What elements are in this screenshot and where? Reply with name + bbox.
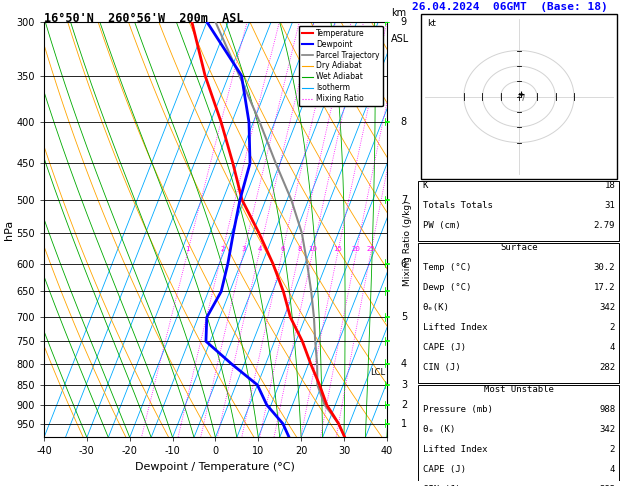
Text: CIN (J): CIN (J) — [423, 485, 460, 486]
Text: 342: 342 — [599, 303, 615, 312]
Text: 20: 20 — [352, 246, 361, 252]
Text: Mixing Ratio (g/kg): Mixing Ratio (g/kg) — [403, 200, 412, 286]
Text: 17.2: 17.2 — [594, 283, 615, 292]
Text: 16°50'N  260°56'W  200m  ASL: 16°50'N 260°56'W 200m ASL — [44, 12, 243, 25]
Text: 4: 4 — [257, 246, 262, 252]
Bar — [418, 385, 620, 486]
Text: 1: 1 — [401, 419, 407, 429]
Text: 2.79: 2.79 — [594, 221, 615, 230]
Text: LCL: LCL — [370, 368, 386, 377]
Text: 8: 8 — [297, 246, 301, 252]
Text: Most Unstable: Most Unstable — [484, 385, 554, 394]
Text: Lifted Index: Lifted Index — [423, 445, 487, 454]
Text: PW (cm): PW (cm) — [423, 221, 460, 230]
Text: 10: 10 — [308, 246, 317, 252]
Text: Totals Totals: Totals Totals — [423, 201, 493, 210]
Text: 6: 6 — [401, 259, 407, 269]
Text: CAPE (J): CAPE (J) — [423, 343, 465, 352]
Bar — [418, 243, 620, 383]
Text: 4: 4 — [610, 465, 615, 474]
Text: km: km — [391, 8, 406, 17]
Text: Dewp (°C): Dewp (°C) — [423, 283, 471, 292]
Text: CAPE (J): CAPE (J) — [423, 465, 465, 474]
Text: Lifted Index: Lifted Index — [423, 323, 487, 332]
Bar — [418, 181, 620, 241]
Legend: Temperature, Dewpoint, Parcel Trajectory, Dry Adiabat, Wet Adiabat, Isotherm, Mi: Temperature, Dewpoint, Parcel Trajectory… — [299, 26, 383, 106]
Text: CIN (J): CIN (J) — [423, 363, 460, 372]
Text: 2: 2 — [610, 323, 615, 332]
Text: 2: 2 — [610, 445, 615, 454]
Text: θₑ (K): θₑ (K) — [423, 425, 455, 434]
Text: 342: 342 — [599, 425, 615, 434]
Text: Temp (°C): Temp (°C) — [423, 263, 471, 272]
X-axis label: Dewpoint / Temperature (°C): Dewpoint / Temperature (°C) — [135, 462, 296, 472]
Text: 3: 3 — [401, 380, 407, 390]
Text: 4: 4 — [401, 359, 407, 369]
Text: 282: 282 — [599, 485, 615, 486]
Text: 3: 3 — [242, 246, 246, 252]
Text: K: K — [423, 181, 428, 190]
Text: Surface: Surface — [500, 243, 538, 252]
Text: 7: 7 — [401, 195, 407, 205]
Text: 15: 15 — [333, 246, 342, 252]
Text: kt: kt — [427, 19, 436, 28]
Text: 30.2: 30.2 — [594, 263, 615, 272]
Text: 26.04.2024  06GMT  (Base: 18): 26.04.2024 06GMT (Base: 18) — [412, 2, 608, 13]
Text: ASL: ASL — [391, 35, 409, 44]
Text: 988: 988 — [599, 405, 615, 414]
Text: 9: 9 — [401, 17, 407, 27]
Bar — [421, 15, 617, 179]
Text: 2: 2 — [401, 400, 407, 410]
Text: 282: 282 — [599, 363, 615, 372]
Text: 2: 2 — [220, 246, 225, 252]
Text: θₑ(K): θₑ(K) — [423, 303, 450, 312]
Text: 8: 8 — [401, 117, 407, 127]
Text: Pressure (mb): Pressure (mb) — [423, 405, 493, 414]
Y-axis label: hPa: hPa — [4, 220, 14, 240]
Text: 1: 1 — [186, 246, 190, 252]
Text: 5: 5 — [401, 312, 407, 322]
Text: 18: 18 — [604, 181, 615, 190]
Text: 4: 4 — [610, 343, 615, 352]
Text: 25: 25 — [367, 246, 376, 252]
Text: 6: 6 — [280, 246, 285, 252]
Text: 31: 31 — [604, 201, 615, 210]
